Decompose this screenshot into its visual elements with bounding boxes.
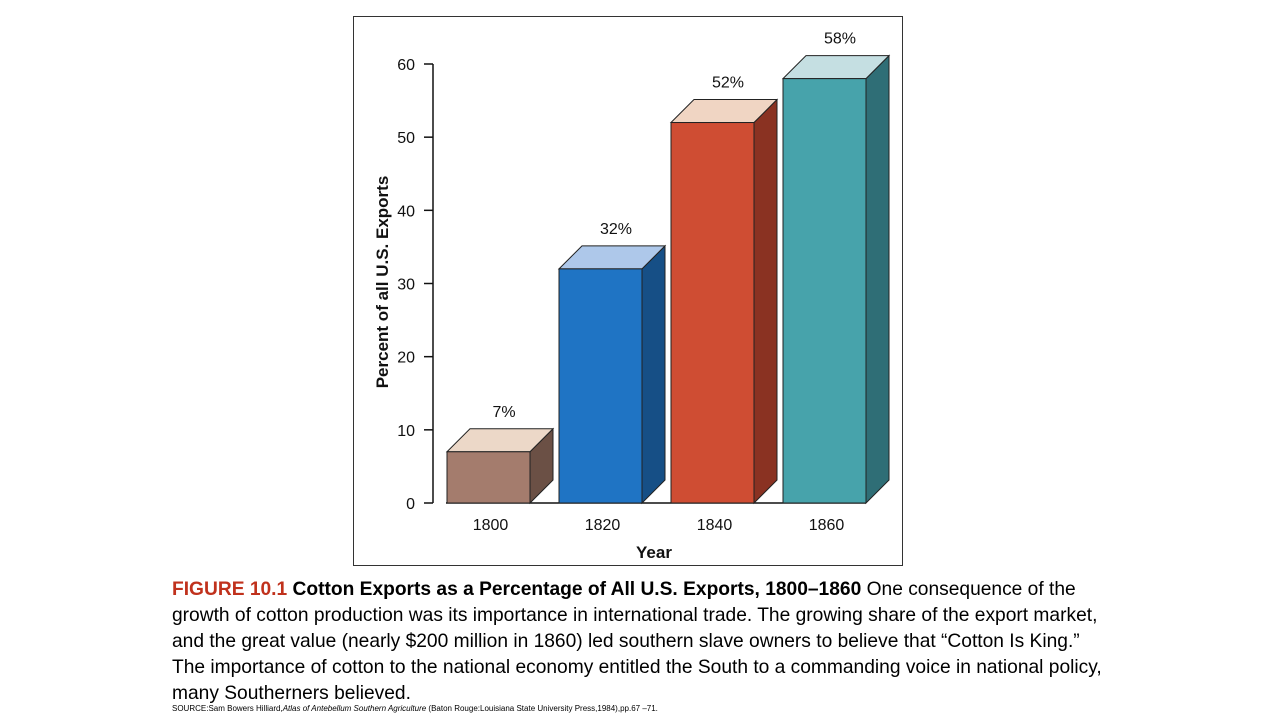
bar-side-face	[641, 244, 666, 505]
bar-1800: 7% 1800	[445, 404, 555, 534]
bar-front-face	[670, 122, 755, 504]
y-tick-label: 0	[406, 496, 415, 513]
bar-value-label: 58%	[824, 31, 856, 48]
x-tick-label: 1800	[473, 517, 509, 534]
figure-caption: FIGURE 10.1 Cotton Exports as a Percenta…	[172, 577, 1112, 707]
bar-value-label: 7%	[492, 404, 515, 421]
figure-body: One consequence of the growth of cotton …	[172, 579, 1102, 704]
source-prefix: SOURCE:Sam Bowers Hilliard,	[172, 704, 283, 713]
x-tick-label: 1820	[585, 517, 621, 534]
bar-side-face	[753, 98, 778, 505]
y-tick-label: 10	[397, 423, 415, 440]
y-tick-label: 40	[397, 203, 415, 220]
y-tick-label: 30	[397, 277, 415, 294]
bar-front-face	[446, 451, 531, 504]
y-tick-label: 50	[397, 130, 415, 147]
bar-value-label: 52%	[712, 75, 744, 92]
bar-1840: 52% 1840	[669, 75, 779, 534]
source-suffix: (Baton Rouge:Louisiana State University …	[426, 704, 658, 713]
source-book: Atlas of Antebellum Southern Agriculture	[282, 704, 427, 713]
bar-1860: 58% 1860	[781, 31, 891, 534]
figure-label: FIGURE 10.1	[172, 579, 288, 600]
figure-title: Cotton Exports as a Percentage of All U.…	[292, 579, 862, 600]
bar-front-face	[782, 78, 867, 504]
source-note: SOURCE:Sam Bowers Hilliard,Atlas of Ante…	[172, 704, 658, 713]
bar-value-label: 32%	[600, 221, 632, 238]
chart-frame: Percent of all U.S. Exports Year 0 10 20 30…	[353, 16, 903, 566]
bar-side-face	[865, 54, 890, 505]
x-tick-label: 1840	[697, 517, 733, 534]
y-tick-label: 60	[397, 57, 415, 74]
bar-chart: Percent of all U.S. Exports Year 0 10 20 30…	[373, 31, 891, 562]
x-axis-title: Year	[636, 543, 672, 562]
y-axis-title: Percent of all U.S. Exports	[373, 176, 392, 389]
x-tick-label: 1860	[809, 517, 845, 534]
y-tick-label: 20	[397, 350, 415, 367]
bar-1820: 32% 1820	[557, 221, 667, 534]
bar-front-face	[558, 268, 643, 504]
